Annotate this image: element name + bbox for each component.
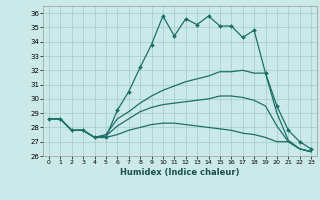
X-axis label: Humidex (Indice chaleur): Humidex (Indice chaleur) — [120, 168, 240, 177]
